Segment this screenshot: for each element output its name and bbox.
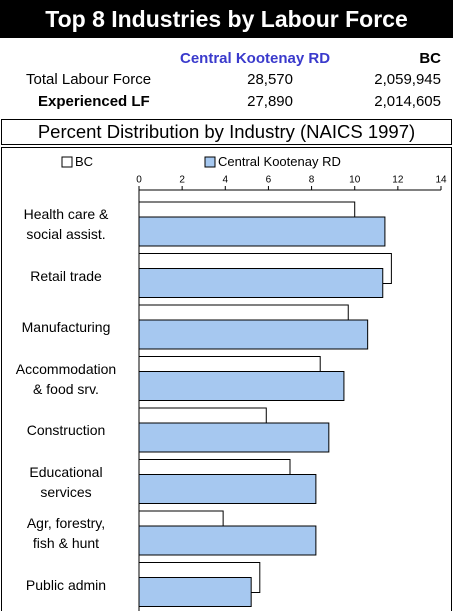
- x-tick-label: 4: [223, 175, 229, 186]
- bar: [138, 474, 317, 504]
- category-label: Accommodation & food srv.: [15, 360, 117, 397]
- x-tick-label: 10: [349, 175, 361, 186]
- category-label: Health care & social assist.: [23, 206, 109, 242]
- category-label: Construction: [26, 422, 106, 438]
- col-head: BC: [419, 50, 441, 67]
- x-tick-label: 8: [309, 175, 315, 186]
- x-tick-label: 0: [136, 175, 142, 186]
- category-label: Retail trade: [30, 267, 102, 284]
- row-label: Total Labour Force: [26, 71, 152, 88]
- x-tick-label: 12: [392, 175, 404, 186]
- title: Top 8 Industries by Labour Force: [45, 6, 408, 32]
- bar: [138, 216, 386, 247]
- category-label: Educational services: [29, 463, 103, 500]
- chart-border: [1, 147, 452, 611]
- x-tick-label: 2: [179, 175, 185, 186]
- bar: [138, 319, 369, 350]
- x-tick-label: 14: [435, 175, 447, 186]
- legend-label: BC: [75, 154, 93, 169]
- bar: [138, 268, 384, 298]
- bar: [138, 525, 317, 556]
- cell: 2,014,605: [374, 93, 441, 110]
- category-label: Agr, forestry, fish & hunt: [26, 515, 106, 551]
- x-tick-label: 6: [266, 175, 272, 186]
- category-label: Public admin: [25, 576, 107, 593]
- title-band: [0, 0, 453, 38]
- legend-swatch: [61, 156, 73, 168]
- subtitle: Percent Distribution by Industry (NAICS …: [1, 119, 452, 145]
- legend-label: Central Kootenay RD: [218, 154, 341, 169]
- bar: [138, 577, 252, 607]
- cell: 28,570: [247, 71, 293, 88]
- bar: [138, 422, 330, 453]
- bar: [138, 371, 345, 401]
- col-head: Central Kootenay RD: [180, 50, 331, 67]
- cell: 2,059,945: [374, 71, 441, 88]
- legend-swatch: [204, 156, 216, 168]
- cell: 27,890: [247, 93, 293, 110]
- category-label: Manufacturing: [21, 319, 111, 335]
- row-label: Experienced LF: [38, 93, 150, 110]
